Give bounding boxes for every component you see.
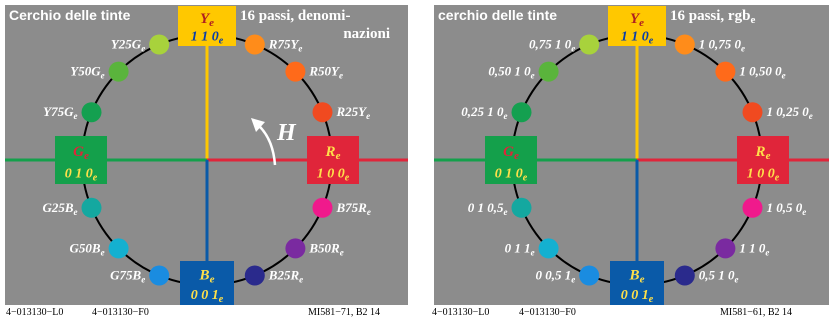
panel2-hue-dot-label-8: 0 1 1e	[505, 240, 535, 257]
panel1-title: Cerchio delle tinte	[9, 7, 131, 23]
panel1-box-G	[55, 136, 107, 184]
panel1-rotation-arrow-head	[251, 118, 265, 132]
panel1-hue-dot-label-10: Y75Ge	[43, 104, 77, 121]
panel1-hue-dot-6	[244, 265, 265, 286]
panel1-hue-dot-2	[285, 61, 306, 82]
panel1-hue-dot-9	[81, 197, 102, 218]
panel1-hue-dot-label-8: G50Be	[70, 240, 105, 257]
panel2-box-B-name: Be	[629, 267, 645, 285]
panel2-hue-dot-4	[742, 197, 763, 218]
panel1-hue-dot-label-12: Y25Ge	[111, 37, 145, 54]
panel1-rotation-label: H	[276, 120, 297, 146]
panel2-hue-dot-label-4: 1 0,5 0e	[767, 200, 807, 217]
panel1-footer-right: MI581−71, B2 14	[308, 307, 381, 318]
panel1-box-Y	[178, 6, 236, 46]
panel2-hue-dot-label-12: 0,75 1 0e	[529, 37, 575, 54]
panel2-box-G-name: Ge	[503, 144, 519, 162]
panel2-hue-dot-label-10: 0,25 1 0e	[461, 104, 507, 121]
panel1-hue-dot-label-4: B75Re	[336, 200, 371, 217]
panel1-subtitle-2: nazioni	[343, 26, 390, 42]
panel1-hue-dot-label-9: G25Be	[42, 200, 77, 217]
panel2-box-Y	[608, 6, 666, 46]
panel2-hue-dot-3	[742, 102, 763, 123]
panel2-hue-dot-1	[674, 34, 695, 55]
panel2-box-R-name: Re	[755, 144, 771, 162]
panel1-hue-dot-label-7: G75Be	[110, 268, 145, 285]
panel1-box-R-code: 1 0 0e	[317, 166, 350, 183]
panel1-box-G-code: 0 1 0e	[65, 166, 98, 183]
panel2-box-R	[737, 136, 789, 184]
panel2-box-R-code: 1 0 0e	[747, 166, 780, 183]
panel2-hue-dot-label-11: 0,50 1 0e	[488, 64, 534, 81]
panel1-hue-dot-7	[149, 265, 170, 286]
panel1-box-R	[307, 136, 359, 184]
panel1-box-Y-code: 1 1 0e	[191, 29, 224, 46]
panel2-hue-dot-12	[579, 34, 600, 55]
panel2-box-Y-code: 1 1 0e	[621, 29, 654, 46]
panel1-hue-dot-8	[108, 238, 129, 259]
panel1-hue-dot-1	[244, 34, 265, 55]
panel1-hue-dot-3	[312, 102, 333, 123]
panel2-title: cerchio delle tinte	[438, 7, 557, 23]
panel1-footer-left1: 4−013130−L0	[6, 307, 64, 318]
panel2-footer-right: MI581−61, B2 14	[720, 307, 793, 318]
panel2-hue-dot-label-1: 1 0,75 0e	[699, 37, 745, 54]
panel2-box-G	[485, 136, 537, 184]
panel2-hue-dot-9	[511, 197, 532, 218]
panel1-hue-dot-label-1: R75Ye	[268, 37, 303, 54]
panel2-box-Y-name: Ye	[630, 11, 644, 29]
panel1-box-B	[180, 261, 234, 305]
panel2-subtitle-1: 16 passi, rgbe	[670, 8, 755, 26]
hue-panel-2: 1 0,75 0e 1 0,50 0e 1 0,25 0e 1 0,5 0e 1 1 0…	[434, 5, 829, 305]
panel1-hue-dot-5	[285, 238, 306, 259]
panel2-hue-dot-10	[511, 102, 532, 123]
panel2-footer-left2: 4−013130−F0	[519, 307, 576, 318]
panel1-footer-left2: 4−013130−F0	[92, 307, 149, 318]
panel2-hue-dot-label-5: 1 1 0e	[739, 240, 769, 257]
panel2-hue-dot-7	[579, 265, 600, 286]
panel2-hue-dot-2	[715, 61, 736, 82]
hue-panel-1: R75Ye R50Ye R25Ye B75Re B50Re B25Re G75Be G50Be…	[5, 5, 408, 305]
panel1-hue-dot-10	[81, 102, 102, 123]
panel1-box-R-name: Re	[325, 144, 341, 162]
panel1-hue-dot-12	[149, 34, 170, 55]
panel1-hue-dot-label-3: R25Ye	[336, 104, 371, 121]
panel2-hue-dot-label-9: 0 1 0,5e	[468, 200, 508, 217]
panel2-box-B	[610, 261, 664, 305]
panel1-hue-dot-label-6: B25Re	[268, 268, 303, 285]
panel2-hue-dot-11	[538, 61, 559, 82]
panel2-footer-left1: 4−013130−L0	[432, 307, 490, 318]
panel1-box-G-name: Ge	[73, 144, 89, 162]
panel1-hue-dot-11	[108, 61, 129, 82]
panel1-hue-dot-label-5: B50Re	[308, 240, 343, 257]
panel2-hue-dot-label-6: 0,5 1 0e	[699, 268, 739, 285]
panel2-box-B-code: 0 0 1e	[621, 288, 654, 305]
panel1-box-Y-name: Ye	[200, 11, 214, 29]
panel1-box-B-name: Be	[199, 267, 215, 285]
panel1-box-B-code: 0 0 1e	[191, 288, 224, 305]
panel2-hue-dot-label-3: 1 0,25 0e	[767, 104, 813, 121]
panel2-hue-dot-5	[715, 238, 736, 259]
panel1-hue-dot-label-11: Y50Ge	[70, 64, 104, 81]
panel2-box-G-code: 0 1 0e	[495, 166, 528, 183]
panel2-hue-dot-6	[674, 265, 695, 286]
panel2-hue-dot-label-2: 1 0,50 0e	[739, 64, 785, 81]
panel1-hue-dot-label-2: R50Ye	[308, 64, 343, 81]
panel2-hue-dot-8	[538, 238, 559, 259]
panel1-hue-dot-4	[312, 197, 333, 218]
panel2-hue-dot-label-7: 0 0,5 1e	[535, 268, 575, 285]
panel1-subtitle-1: 16 passi, denomi-	[240, 8, 350, 24]
